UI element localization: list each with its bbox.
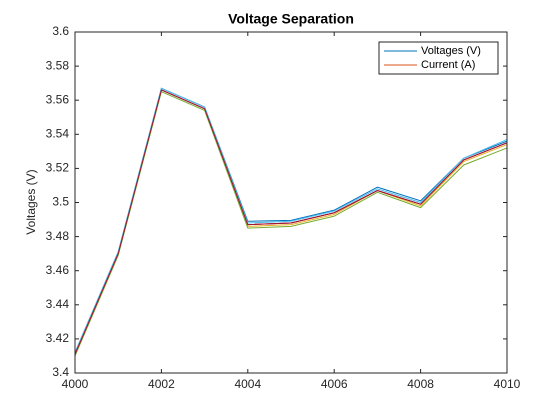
y-tick-label: 3.4 — [52, 365, 69, 379]
x-tick-label: 4002 — [148, 377, 175, 391]
x-tick-label: 4000 — [62, 377, 89, 391]
chart-title: Voltage Separation — [228, 11, 354, 27]
y-tick-label: 3.52 — [46, 161, 70, 175]
y-axis-label: Voltages (V) — [24, 169, 38, 234]
legend-label: Voltages (V) — [421, 45, 481, 57]
y-tick-label: 3.6 — [52, 24, 69, 38]
y-tick-label: 3.44 — [46, 297, 70, 311]
y-tick-label: 3.46 — [46, 263, 70, 277]
axes-box — [74, 31, 508, 374]
legend-label: Current (A) — [421, 59, 475, 71]
x-tick-label: 4008 — [407, 377, 434, 391]
y-tick-label: 3.54 — [46, 126, 70, 140]
x-tick-label: 4006 — [321, 377, 348, 391]
y-tick-label: 3.48 — [46, 229, 70, 243]
y-tick-label: 3.5 — [52, 195, 69, 209]
y-tick-label: 3.56 — [46, 92, 70, 106]
x-tick-label: 4004 — [234, 377, 261, 391]
x-tick-label: 4010 — [494, 377, 521, 391]
series-line — [74, 89, 508, 355]
y-tick-label: 3.42 — [46, 331, 70, 345]
y-tick-label: 3.58 — [46, 58, 70, 72]
plot-area — [75, 32, 507, 373]
legend-box — [378, 41, 499, 75]
